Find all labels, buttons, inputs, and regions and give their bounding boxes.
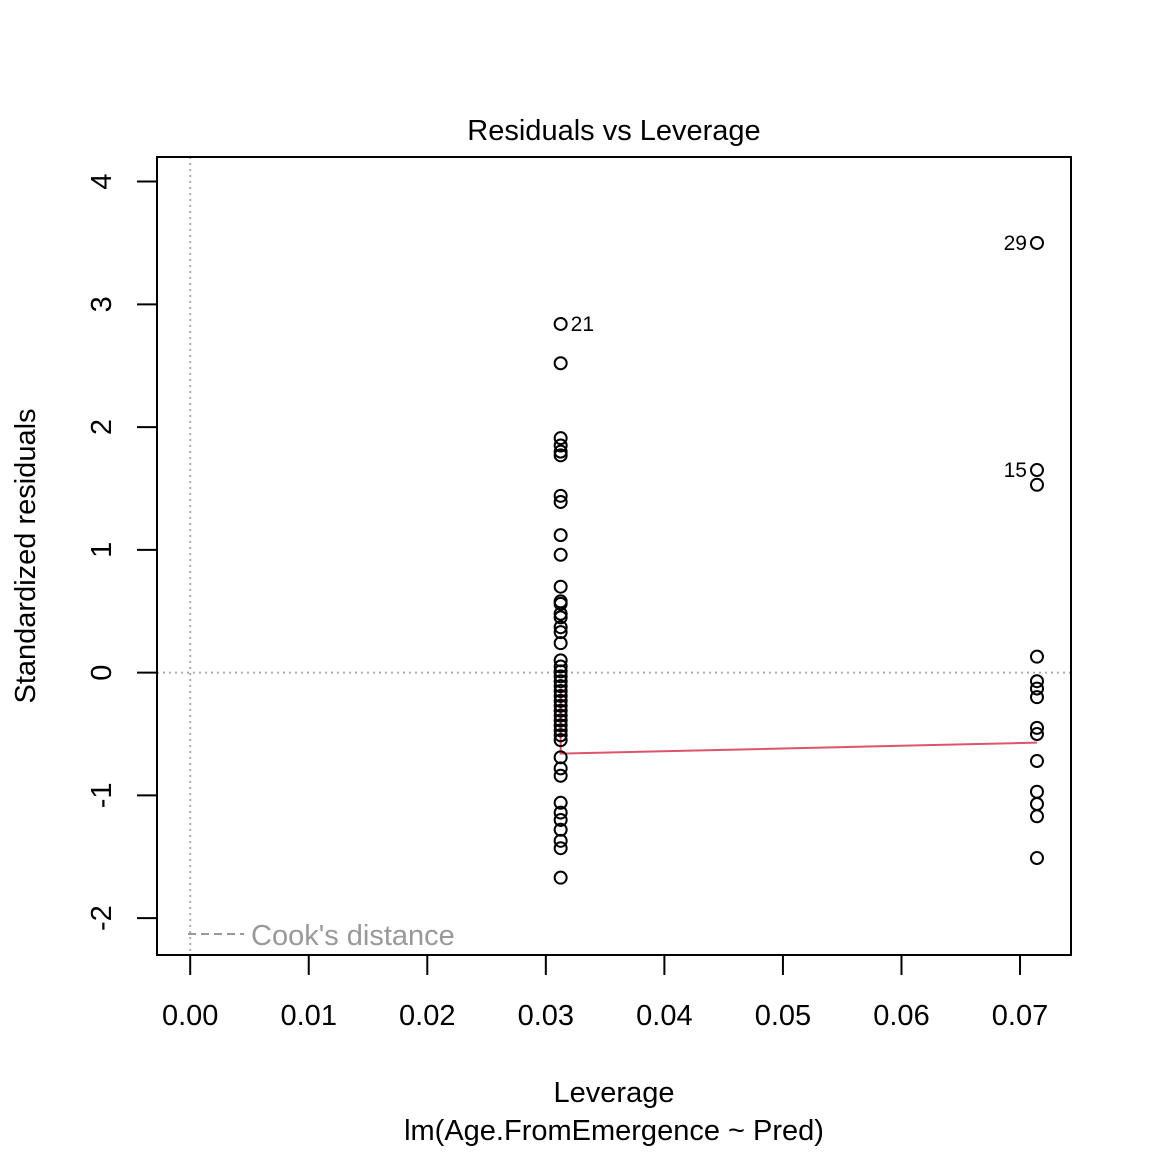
data-point (1029, 754, 1044, 769)
data-point (553, 674, 568, 689)
data-point (553, 698, 568, 713)
data-point (553, 718, 568, 733)
reference-lines (157, 157, 1071, 955)
x-tick-label: 0.06 (873, 1000, 929, 1032)
data-point (553, 547, 568, 562)
y-tick-label: 3 (86, 296, 118, 312)
data-point (1029, 727, 1044, 742)
data-point (553, 356, 568, 371)
data-point (1029, 690, 1044, 705)
x-tick-label: 0.02 (399, 1000, 455, 1032)
data-point (1029, 477, 1044, 492)
point-label: 15 (1004, 459, 1027, 482)
data-point (553, 708, 568, 723)
model-formula-subtitle: lm(Age.FromEmergence ~ Pred) (404, 1115, 824, 1147)
data-point (553, 723, 568, 738)
data-point (553, 606, 568, 621)
x-tick-label: 0.03 (518, 1000, 574, 1032)
data-point (553, 669, 568, 684)
data-point (1029, 674, 1044, 689)
data-point (553, 795, 568, 810)
data-point (553, 693, 568, 708)
data-point (1029, 681, 1044, 696)
data-point (553, 812, 568, 827)
x-tick-label: 0.00 (162, 1000, 218, 1032)
data-point (553, 316, 568, 331)
data-point (553, 610, 568, 625)
chart-title: Residuals vs Leverage (467, 115, 760, 147)
data-point (553, 870, 568, 885)
data-point (1029, 235, 1044, 250)
data-point (553, 494, 568, 509)
x-tick-label: 0.01 (281, 1000, 337, 1032)
y-axis-title: Standardized residuals (10, 408, 42, 703)
data-point (553, 636, 568, 651)
data-point (553, 768, 568, 783)
data-point (553, 833, 568, 848)
y-axis: -2 -1 0 1 2 3 4 (86, 173, 158, 931)
data-points (553, 235, 1044, 885)
data-point (553, 579, 568, 594)
data-point (553, 488, 568, 503)
data-point (1029, 463, 1044, 478)
y-tick-label: 2 (86, 419, 118, 435)
x-tick-label: 0.07 (992, 1000, 1048, 1032)
y-tick-label: 4 (86, 173, 118, 189)
data-point (553, 684, 568, 699)
data-point (1029, 809, 1044, 824)
data-point (553, 733, 568, 748)
data-point (553, 688, 568, 703)
data-point (553, 841, 568, 856)
data-point (553, 448, 568, 463)
x-tick-label: 0.04 (636, 1000, 692, 1032)
data-point (553, 703, 568, 718)
data-point (553, 679, 568, 694)
x-axis: 0.00 0.01 0.02 0.03 0.04 0.05 0.06 0.07 (162, 954, 1048, 1032)
data-point (553, 528, 568, 543)
data-point (553, 596, 568, 611)
point-labels: 21 29 15 (571, 232, 1027, 482)
y-tick-label: 0 (86, 665, 118, 681)
data-point (1029, 720, 1044, 735)
point-label: 29 (1004, 232, 1027, 255)
x-axis-title: Leverage (554, 1077, 675, 1109)
y-tick-label: 1 (86, 542, 118, 558)
data-point (553, 713, 568, 728)
y-tick-label: -1 (86, 783, 118, 809)
point-label: 21 (571, 313, 594, 336)
data-point (1029, 851, 1044, 866)
data-point (1029, 649, 1044, 664)
data-point (553, 659, 568, 674)
data-point (553, 620, 568, 635)
y-tick-label: -2 (86, 905, 118, 931)
data-point (553, 728, 568, 743)
data-point (553, 664, 568, 679)
data-point (553, 805, 568, 820)
data-point (553, 438, 568, 453)
legend-label: Cook's distance (251, 920, 455, 952)
data-point (553, 431, 568, 446)
data-point (553, 444, 568, 459)
legend: Cook's distance (188, 920, 455, 952)
data-point (553, 761, 568, 776)
x-tick-label: 0.05 (755, 1000, 811, 1032)
